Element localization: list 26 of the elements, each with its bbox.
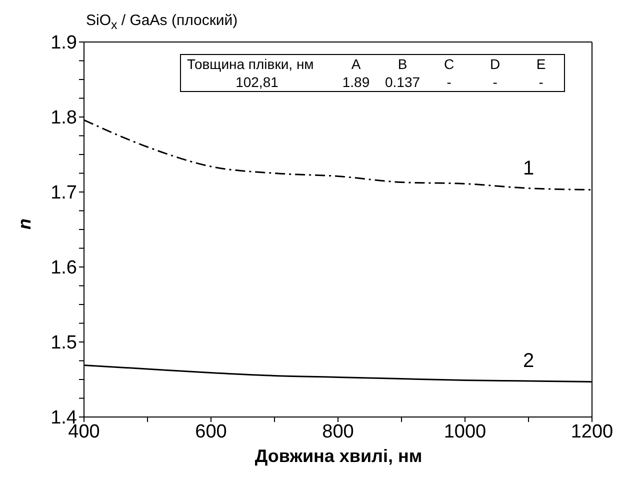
x-tick-label: 800: [322, 421, 354, 442]
y-tick-label: 1.5: [50, 332, 77, 354]
y-axis-title: n: [14, 218, 34, 230]
annotation: E: [535, 55, 547, 73]
y-tick-label: 1.9: [50, 32, 77, 54]
x-axis-title: Довжина хвилі, нм: [254, 446, 424, 467]
annotation: -: [538, 73, 544, 92]
annotation: C: [442, 55, 456, 73]
series-label: 2: [522, 350, 534, 372]
annotation: B: [396, 55, 408, 73]
x-tick-label: 1200: [570, 421, 614, 442]
annotation: 0.137: [384, 73, 422, 92]
annotation: Товщина плівки, нм: [186, 55, 315, 73]
y-tick-label: 1.8: [50, 108, 77, 129]
annotation: 102,81: [234, 73, 280, 92]
x-tick-label: 1000: [444, 421, 486, 442]
annotation: -: [492, 73, 498, 92]
annotation: D: [488, 55, 502, 73]
chart-title: SiO$_{x}$ / GaAs (плоский): [86, 12, 238, 32]
y-tick-label: 1.6: [50, 258, 77, 279]
annotation: -: [446, 73, 452, 92]
annotation: 1.89: [341, 73, 371, 92]
annotation: A: [350, 55, 362, 73]
series-label: 1: [522, 157, 534, 180]
y-tick-label: 1.7: [50, 182, 77, 204]
x-tick-label: 600: [195, 421, 227, 442]
